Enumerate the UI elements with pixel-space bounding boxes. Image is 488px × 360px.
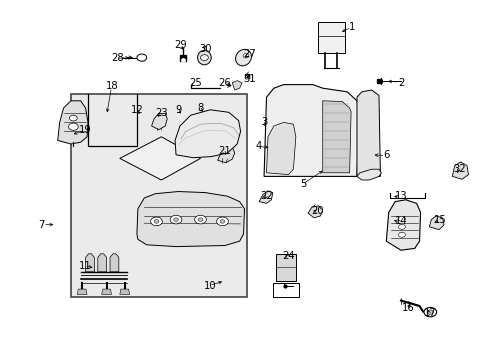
- Text: 13: 13: [394, 191, 407, 201]
- Text: 26: 26: [218, 78, 231, 88]
- Circle shape: [173, 218, 178, 221]
- Bar: [71, 94, 246, 297]
- Circle shape: [220, 220, 224, 223]
- Text: 17: 17: [423, 308, 436, 318]
- Circle shape: [200, 55, 208, 60]
- Text: 31: 31: [243, 74, 255, 84]
- Circle shape: [216, 217, 228, 226]
- Circle shape: [398, 232, 405, 237]
- Text: 11: 11: [79, 261, 92, 271]
- Text: 6: 6: [382, 150, 389, 160]
- Polygon shape: [175, 110, 240, 158]
- Text: 20: 20: [311, 206, 324, 216]
- Polygon shape: [151, 113, 167, 130]
- Polygon shape: [451, 162, 468, 179]
- Polygon shape: [85, 254, 94, 272]
- Text: 25: 25: [189, 78, 202, 88]
- Circle shape: [137, 54, 146, 61]
- Text: 2: 2: [397, 78, 404, 88]
- Polygon shape: [77, 289, 87, 294]
- Polygon shape: [386, 200, 420, 250]
- Circle shape: [243, 54, 248, 58]
- Polygon shape: [322, 101, 350, 173]
- Text: 21: 21: [218, 146, 231, 156]
- Circle shape: [398, 224, 405, 229]
- Ellipse shape: [197, 50, 211, 65]
- Polygon shape: [259, 191, 272, 203]
- Text: 27: 27: [243, 49, 255, 59]
- Circle shape: [154, 220, 159, 223]
- Text: 19: 19: [79, 125, 92, 135]
- Circle shape: [194, 215, 206, 224]
- Polygon shape: [137, 192, 244, 247]
- Text: 32: 32: [452, 164, 465, 174]
- Text: 14: 14: [394, 216, 407, 226]
- Circle shape: [170, 215, 182, 224]
- Text: 22: 22: [260, 191, 272, 201]
- Polygon shape: [356, 90, 380, 176]
- Text: 24: 24: [282, 251, 294, 261]
- Text: 4: 4: [256, 141, 262, 151]
- Circle shape: [423, 307, 436, 317]
- Text: 12: 12: [130, 105, 143, 115]
- Text: 15: 15: [433, 215, 446, 225]
- Circle shape: [398, 216, 405, 221]
- Polygon shape: [428, 216, 443, 230]
- Text: 16: 16: [401, 303, 414, 313]
- Polygon shape: [264, 85, 359, 176]
- Polygon shape: [232, 81, 242, 90]
- Polygon shape: [356, 169, 381, 180]
- Circle shape: [150, 217, 162, 226]
- Text: 10: 10: [203, 281, 216, 291]
- Polygon shape: [58, 101, 88, 144]
- Text: 5: 5: [299, 179, 306, 189]
- Circle shape: [68, 123, 78, 130]
- Polygon shape: [102, 289, 111, 294]
- Text: 28: 28: [111, 53, 123, 63]
- Circle shape: [427, 310, 432, 314]
- Polygon shape: [120, 137, 200, 180]
- Ellipse shape: [235, 49, 251, 66]
- Text: 1: 1: [348, 22, 355, 32]
- Polygon shape: [317, 22, 344, 53]
- Polygon shape: [98, 254, 106, 272]
- Text: 8: 8: [197, 103, 203, 113]
- Text: 30: 30: [199, 44, 211, 54]
- Text: 9: 9: [175, 105, 182, 115]
- Polygon shape: [276, 254, 295, 281]
- Text: 3: 3: [261, 117, 266, 127]
- Text: 29: 29: [174, 40, 187, 50]
- Polygon shape: [307, 206, 322, 218]
- Polygon shape: [110, 254, 119, 272]
- Polygon shape: [266, 122, 295, 175]
- Text: 18: 18: [106, 81, 119, 91]
- Circle shape: [198, 218, 203, 221]
- Polygon shape: [120, 289, 129, 294]
- Text: 7: 7: [38, 220, 45, 230]
- Polygon shape: [217, 147, 234, 163]
- Text: 23: 23: [155, 108, 167, 118]
- Circle shape: [69, 115, 77, 121]
